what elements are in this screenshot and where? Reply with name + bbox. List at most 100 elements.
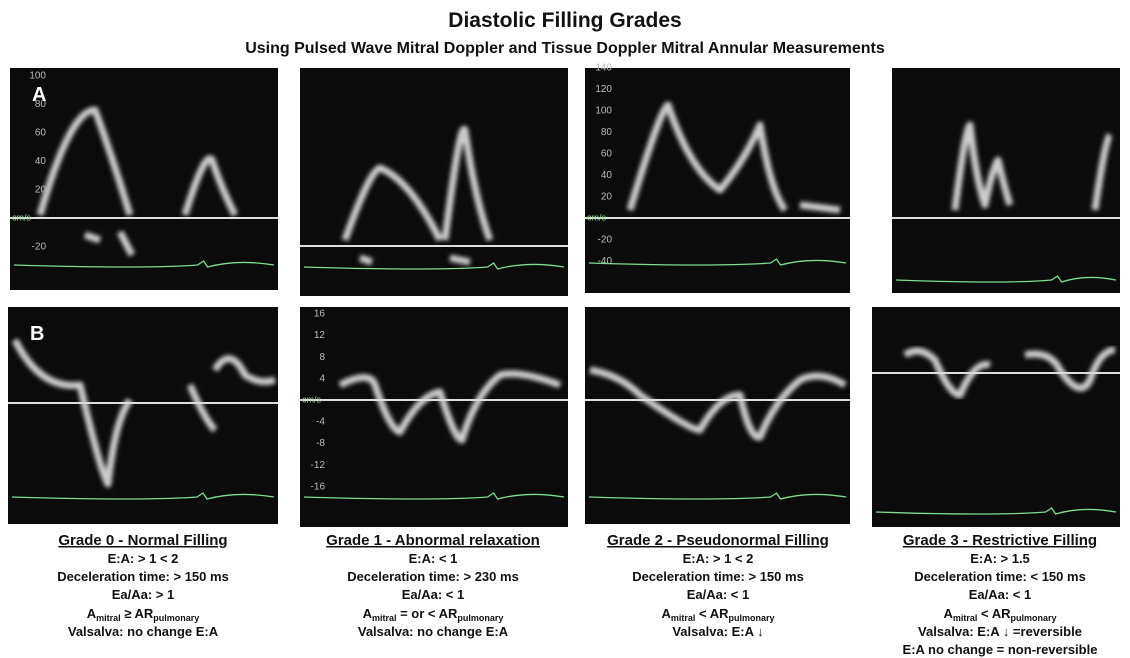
tick-label: 16 [314, 309, 326, 320]
waveform [83, 230, 136, 257]
ratio-b: AR [710, 606, 729, 621]
waveforms [589, 366, 847, 441]
doppler-panel [585, 68, 850, 293]
criterion: Deceleration time: > 230 ms [347, 569, 519, 584]
ratio-a: A [943, 606, 953, 621]
ecg-trace [11, 492, 275, 500]
ecg-trace [303, 262, 565, 270]
subtitle: Using Pulsed Wave Mitral Doppler and Tis… [245, 40, 885, 57]
tick-label: 12 [314, 330, 326, 341]
waveforms [626, 101, 841, 214]
criterion: E:A: > 1.5 [970, 551, 1030, 566]
ratio-rel: ≥ [121, 606, 135, 621]
tick-label: 100 [29, 71, 46, 82]
tick-label: -12 [311, 460, 326, 471]
criterion: Valsalva: no change E:A [358, 624, 509, 639]
grade-heading: Grade 1 - Abnormal relaxation [326, 532, 540, 549]
waveform [181, 155, 239, 217]
tick-label: 80 [601, 127, 613, 138]
tick-label: 140 [595, 63, 612, 74]
doppler-panel [585, 307, 850, 524]
waveform [1091, 132, 1113, 211]
ratio-criterion: Amitral < ARpulmonary [661, 606, 774, 623]
title: Diastolic Filling Grades [448, 9, 681, 32]
grade-heading: Grade 3 - Restrictive Filling [903, 532, 1097, 549]
ratio-criterion: Amitral < ARpulmonary [943, 606, 1056, 623]
criterion: Ea/Aa: < 1 [687, 587, 750, 602]
waveform [441, 125, 494, 242]
waveform [338, 370, 562, 444]
tick-label: 60 [35, 128, 47, 139]
waveform [589, 366, 847, 441]
criterion: Ea/Aa: > 1 [112, 587, 175, 602]
ratio-a-sub: mitral [671, 613, 696, 623]
waveforms [36, 106, 239, 257]
waveforms [951, 121, 1113, 211]
ratio-a: A [661, 606, 671, 621]
waveform [186, 383, 218, 433]
waveforms [903, 346, 1116, 399]
waveform [951, 121, 1014, 211]
unit-label: cm/s [587, 212, 606, 222]
ratio-b-sub: pulmonary [729, 613, 775, 623]
ecg-trace [588, 258, 847, 266]
criterion: Ea/Aa: < 1 [969, 587, 1032, 602]
row-label: A [32, 84, 46, 106]
tick-label: 8 [319, 352, 325, 363]
criterion: Deceleration time: > 150 ms [632, 569, 804, 584]
criterion: Ea/Aa: < 1 [402, 587, 465, 602]
tick-label: 4 [319, 373, 325, 384]
ratio-rel: = or < [396, 606, 438, 621]
tick-label: -8 [316, 438, 325, 449]
waveform [11, 338, 133, 488]
criterion: Deceleration time: < 150 ms [914, 569, 1086, 584]
doppler-panel [872, 307, 1120, 527]
waveform [36, 106, 134, 217]
waveforms [11, 338, 277, 488]
waveform [626, 101, 788, 213]
criterion: Valsalva: E:A ↓ =reversible [918, 624, 1082, 639]
waveform [1024, 346, 1116, 392]
ecg-trace [303, 492, 565, 500]
tick-label: -4 [316, 417, 325, 428]
panels: 100 80 60 40 20 -20 cm/s 140 120 100 80 60 40 20 -20 -4… [8, 63, 1120, 527]
waveforms [338, 370, 562, 444]
waveform [358, 254, 471, 266]
doppler-panel [300, 307, 568, 527]
ratio-b-sub: pulmonary [457, 613, 503, 623]
ratio-a-sub: mitral [953, 613, 978, 623]
ratio-b-sub: pulmonary [153, 613, 199, 623]
criterion: E:A: < 1 [409, 551, 458, 566]
tick-label: -20 [32, 242, 47, 253]
tick-label: 20 [35, 185, 47, 196]
criterion: Valsalva: E:A ↓ [672, 624, 763, 639]
waveforms [341, 125, 494, 266]
tick-label: 40 [35, 156, 47, 167]
criterion: Valsalva: no change E:A [68, 624, 219, 639]
waveform [211, 355, 277, 386]
ratio-criterion: Amitral = or < ARpulmonary [363, 606, 504, 623]
doppler-panel [300, 68, 568, 296]
ratio-a: A [87, 606, 97, 621]
criterion: E:A: > 1 < 2 [108, 551, 179, 566]
tick-label: -40 [598, 256, 613, 267]
doppler-panel [8, 307, 278, 524]
ratio-b-sub: pulmonary [1011, 613, 1057, 623]
ratio-a: A [363, 606, 373, 621]
unit-label: cm/s [302, 394, 321, 404]
ecg-trace [13, 260, 275, 268]
ecg-trace [588, 492, 847, 500]
tick-label: -16 [311, 481, 326, 492]
tick-label: 120 [595, 84, 612, 95]
grade-heading: Grade 0 - Normal Filling [58, 532, 227, 549]
tick-label: 20 [601, 192, 613, 203]
ratio-rel: < [695, 606, 709, 621]
ratio-rel: < [977, 606, 991, 621]
ratio-criterion: Amitral ≥ ARpulmonary [87, 606, 200, 623]
ecg-trace [895, 275, 1117, 283]
ratio-b: AR [992, 606, 1011, 621]
unit-label: cm/s [12, 212, 31, 222]
waveform [341, 164, 444, 242]
ratio-b: AR [135, 606, 154, 621]
